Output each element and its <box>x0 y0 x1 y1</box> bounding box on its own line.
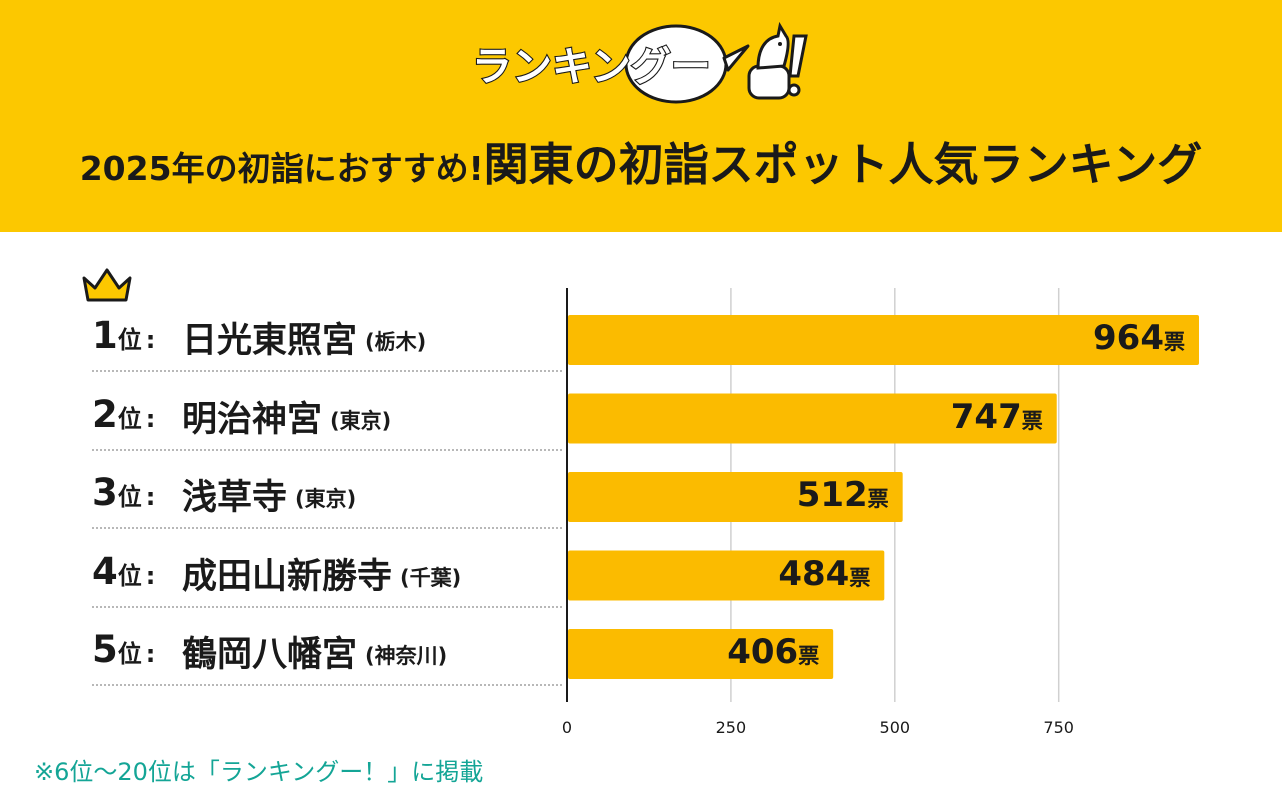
rank-number: 4 <box>92 549 118 593</box>
bar-value-label: 484票 <box>778 554 870 594</box>
bar-value: 512 <box>796 475 868 515</box>
crown-icon <box>82 268 132 302</box>
bar <box>568 472 903 522</box>
rank-label: 2位: <box>92 393 155 436</box>
svg-text:ランキングー: ランキングー <box>472 44 711 90</box>
ranking-row: 5位: 鶴岡八幡宮 (神奈川) <box>92 614 562 686</box>
spot-prefecture: (東京) <box>295 487 357 511</box>
bar-value-unit: 票 <box>849 565 871 590</box>
rank-number: 5 <box>92 628 118 671</box>
bar-value: 747 <box>950 396 1022 437</box>
spot-name: 鶴岡八幡宮 <box>182 635 358 675</box>
rank-number: 2 <box>92 392 118 436</box>
footnote: ※6位〜20位は「ランキングー！」に掲載 <box>34 758 484 786</box>
bar <box>568 393 1057 444</box>
rank-unit: 位 <box>117 326 142 354</box>
bar-value-label: 747票 <box>951 397 1043 437</box>
bar-value-unit: 票 <box>798 644 820 668</box>
ranking-row: 1位: 日光東照宮 (栃木) <box>92 300 562 372</box>
bar-value: 484 <box>778 553 850 594</box>
bar-value: 406 <box>727 632 799 672</box>
rank-unit: 位 <box>117 561 142 590</box>
spot-prefecture: (神奈川) <box>365 644 448 668</box>
rank-colon: : <box>145 483 156 511</box>
rank-colon: : <box>145 326 156 354</box>
rank-number: 1 <box>92 314 118 357</box>
bar-value-unit: 票 <box>1164 330 1185 354</box>
page-title-main: 関東の初詣スポット人気ランキング <box>483 138 1203 191</box>
rank-label: 1位: <box>92 314 155 357</box>
rank-label: 5位: <box>92 628 155 671</box>
x-tick-label: 250 <box>716 718 747 737</box>
bar <box>568 550 885 601</box>
header-banner: ランキングー 2025年の初詣におすすめ!関東の初詣スポット人気ランキング <box>0 0 1282 232</box>
spot-prefecture: (千葉) <box>400 565 462 590</box>
rank-label: 3位: <box>92 471 155 514</box>
bar <box>568 629 834 679</box>
x-tick-label: 750 <box>1043 718 1074 737</box>
page-title: 2025年の初詣におすすめ!関東の初詣スポット人気ランキング <box>0 128 1282 193</box>
rank-colon: : <box>145 640 156 668</box>
x-tick-label: 0 <box>562 718 572 737</box>
rank-label: 4位: <box>92 550 155 593</box>
bar <box>568 315 1199 365</box>
spot-name: 成田山新勝寺 <box>182 556 393 597</box>
rank-colon: : <box>145 561 156 590</box>
rank-number: 3 <box>92 471 118 514</box>
rank-colon: : <box>145 404 156 433</box>
chicken-thumbs-up-icon <box>747 21 808 100</box>
bar-value: 964 <box>1093 318 1164 358</box>
ranking-row: 3位: 浅草寺 (東京) <box>92 457 562 529</box>
page-title-sub: 2025年の初詣におすすめ! <box>79 149 484 188</box>
bar-value-label: 512票 <box>797 475 889 515</box>
bar-value-unit: 票 <box>867 487 889 511</box>
ranking-goo-logo: ランキングー <box>471 21 808 104</box>
spot-name: 浅草寺 <box>182 478 288 518</box>
rank-unit: 位 <box>117 483 142 511</box>
ranking-row: 4位: 成田山新勝寺 (千葉) <box>92 536 562 608</box>
spot-prefecture: (東京) <box>330 408 392 433</box>
rank-unit: 位 <box>117 640 142 668</box>
rank-unit: 位 <box>117 404 142 433</box>
spot-name: 明治神宮 <box>182 399 323 440</box>
ranking-row: 2位: 明治神宮 (東京) <box>92 379 562 451</box>
spot-prefecture: (栃木) <box>365 330 427 354</box>
bar-value-unit: 票 <box>1021 408 1043 433</box>
bar-value-label: 964票 <box>1093 318 1185 358</box>
spot-name: 日光東照宮 <box>182 321 358 361</box>
bar-value-label: 406票 <box>727 632 819 672</box>
x-tick-label: 500 <box>880 718 911 737</box>
